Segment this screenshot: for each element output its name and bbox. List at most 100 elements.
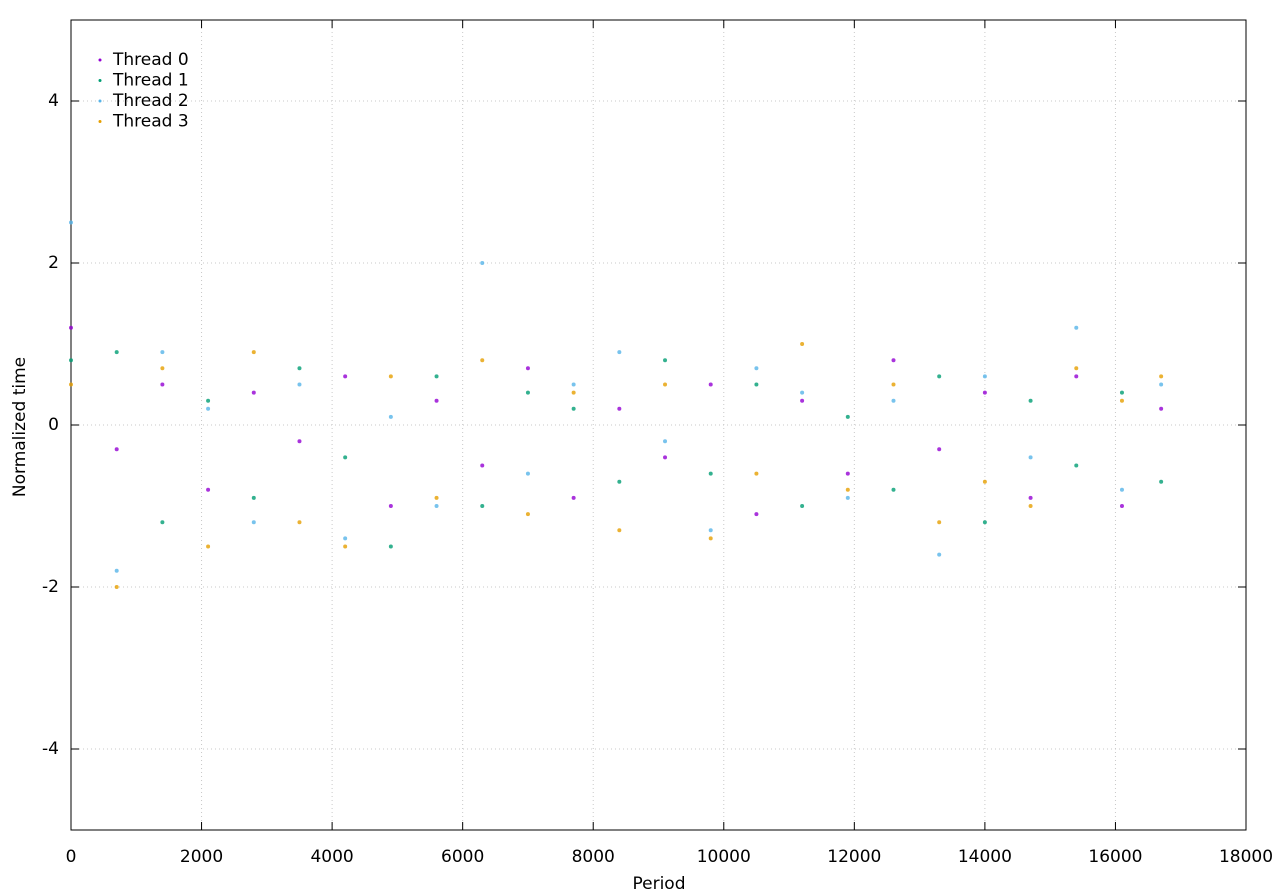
point <box>1119 487 1124 492</box>
point <box>982 374 987 379</box>
point <box>800 342 805 346</box>
y-tick-label: -4 <box>42 739 59 759</box>
point <box>1028 455 1033 460</box>
point <box>845 471 850 476</box>
point <box>69 358 73 363</box>
point <box>1028 504 1033 508</box>
point <box>114 585 119 589</box>
x-tick-label: 8000 <box>572 847 615 867</box>
point <box>663 455 668 460</box>
point <box>1028 495 1033 500</box>
point <box>525 471 530 476</box>
point <box>388 504 393 508</box>
point <box>1159 374 1164 379</box>
point <box>160 520 165 525</box>
point <box>525 512 530 517</box>
point <box>937 447 942 452</box>
point <box>891 398 896 403</box>
x-tick-label: 18000 <box>1219 847 1273 867</box>
point <box>343 536 348 541</box>
y-tick-label: 2 <box>48 253 59 273</box>
point <box>663 358 668 363</box>
point <box>480 261 485 265</box>
point <box>1119 398 1124 403</box>
point <box>251 495 256 500</box>
point <box>297 520 302 525</box>
point <box>982 520 987 525</box>
point <box>69 220 73 225</box>
point <box>297 382 302 387</box>
point <box>891 358 896 363</box>
point <box>1159 382 1164 387</box>
point <box>663 439 668 444</box>
point <box>1119 504 1124 508</box>
point <box>891 487 896 492</box>
point <box>434 495 439 500</box>
point <box>160 366 165 371</box>
point <box>69 382 73 387</box>
point <box>206 487 211 492</box>
point <box>434 398 439 403</box>
point <box>343 544 348 549</box>
x-tick-label: 2000 <box>180 847 223 867</box>
legend-label: Thread 1 <box>112 71 189 91</box>
x-tick-label: 4000 <box>310 847 353 867</box>
point <box>114 350 119 355</box>
point <box>937 552 942 557</box>
legend-marker <box>98 120 102 123</box>
x-tick-label: 16000 <box>1088 847 1142 867</box>
plot-frame <box>70 19 1247 831</box>
point <box>800 390 805 395</box>
point <box>754 471 759 476</box>
x-axis-label: Period <box>632 874 685 894</box>
point <box>754 512 759 517</box>
point <box>114 447 119 452</box>
y-tick-label: -2 <box>42 577 59 597</box>
point <box>571 382 576 387</box>
point <box>571 406 576 411</box>
point <box>1159 406 1164 411</box>
point <box>800 504 805 508</box>
legend-label: Thread 3 <box>112 112 189 132</box>
point <box>251 520 256 525</box>
point <box>297 439 302 444</box>
x-tick-label: 12000 <box>827 847 881 867</box>
point <box>845 495 850 500</box>
point <box>617 350 622 355</box>
point <box>663 382 668 387</box>
point <box>937 520 942 525</box>
point <box>617 479 622 484</box>
point <box>617 406 622 411</box>
point <box>1028 398 1033 403</box>
x-tick-label: 0 <box>66 847 77 867</box>
point <box>571 390 576 395</box>
x-tick-label: 14000 <box>958 847 1012 867</box>
point <box>845 414 850 419</box>
point <box>1119 390 1124 395</box>
point <box>891 382 896 387</box>
point <box>754 366 759 371</box>
x-tick-label: 10000 <box>697 847 751 867</box>
point <box>1074 463 1079 468</box>
point <box>754 382 759 387</box>
point <box>69 325 73 330</box>
point <box>708 382 713 387</box>
point <box>206 398 211 403</box>
y-tick-label: 0 <box>48 415 59 435</box>
point <box>480 463 485 468</box>
point <box>343 455 348 460</box>
point <box>251 350 256 355</box>
point <box>388 414 393 419</box>
point <box>708 528 713 533</box>
point <box>434 374 439 379</box>
point <box>114 568 119 573</box>
x-tick-label: 6000 <box>441 847 484 867</box>
point <box>982 479 987 484</box>
y-tick-label: 4 <box>48 91 59 111</box>
point <box>206 406 211 411</box>
point <box>1159 479 1164 484</box>
legend-marker <box>98 99 102 103</box>
point <box>1074 366 1079 371</box>
point <box>1074 374 1079 379</box>
